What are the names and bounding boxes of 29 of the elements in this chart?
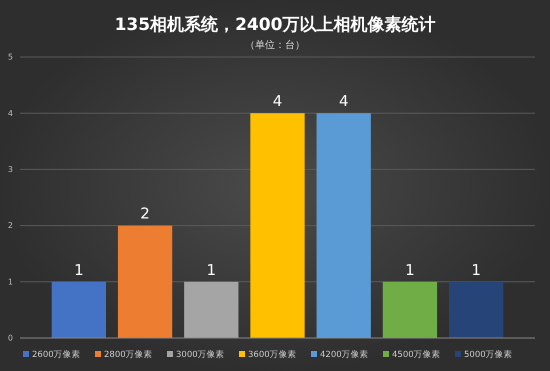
data-label: 2 <box>140 204 150 223</box>
chart-title: 135相机系统，2400万以上相机像素统计 <box>114 15 436 35</box>
legend-label: 3000万像素 <box>176 349 225 360</box>
bar <box>250 113 305 338</box>
data-label: 4 <box>272 92 282 110</box>
y-tick-label: 2 <box>8 221 13 230</box>
legend-label: 3600万像素 <box>248 349 297 360</box>
bar <box>316 113 371 338</box>
bar <box>382 282 438 338</box>
legend-label: 2800万像素 <box>104 349 153 360</box>
chart-subtitle: （单位：台） <box>245 39 305 51</box>
bar <box>118 226 172 338</box>
y-tick-label: 4 <box>8 108 13 118</box>
y-tick-label: 0 <box>8 334 13 343</box>
legend-label: 4200万像素 <box>320 349 369 360</box>
legend-label: 4500万像素 <box>392 349 441 360</box>
bar <box>448 282 504 338</box>
data-label: 4 <box>338 92 348 110</box>
data-label: 1 <box>471 260 481 279</box>
data-label: 1 <box>206 260 216 279</box>
bar <box>52 282 106 338</box>
bar <box>184 282 238 338</box>
legend-label: 5000万像素 <box>464 349 513 360</box>
legend-label: 2600万像素 <box>32 349 81 360</box>
data-label: 1 <box>405 260 415 279</box>
y-tick-label: 1 <box>8 277 13 286</box>
data-label: 1 <box>74 260 84 279</box>
y-tick-label: 5 <box>8 52 13 62</box>
y-tick-label: 3 <box>8 164 13 174</box>
